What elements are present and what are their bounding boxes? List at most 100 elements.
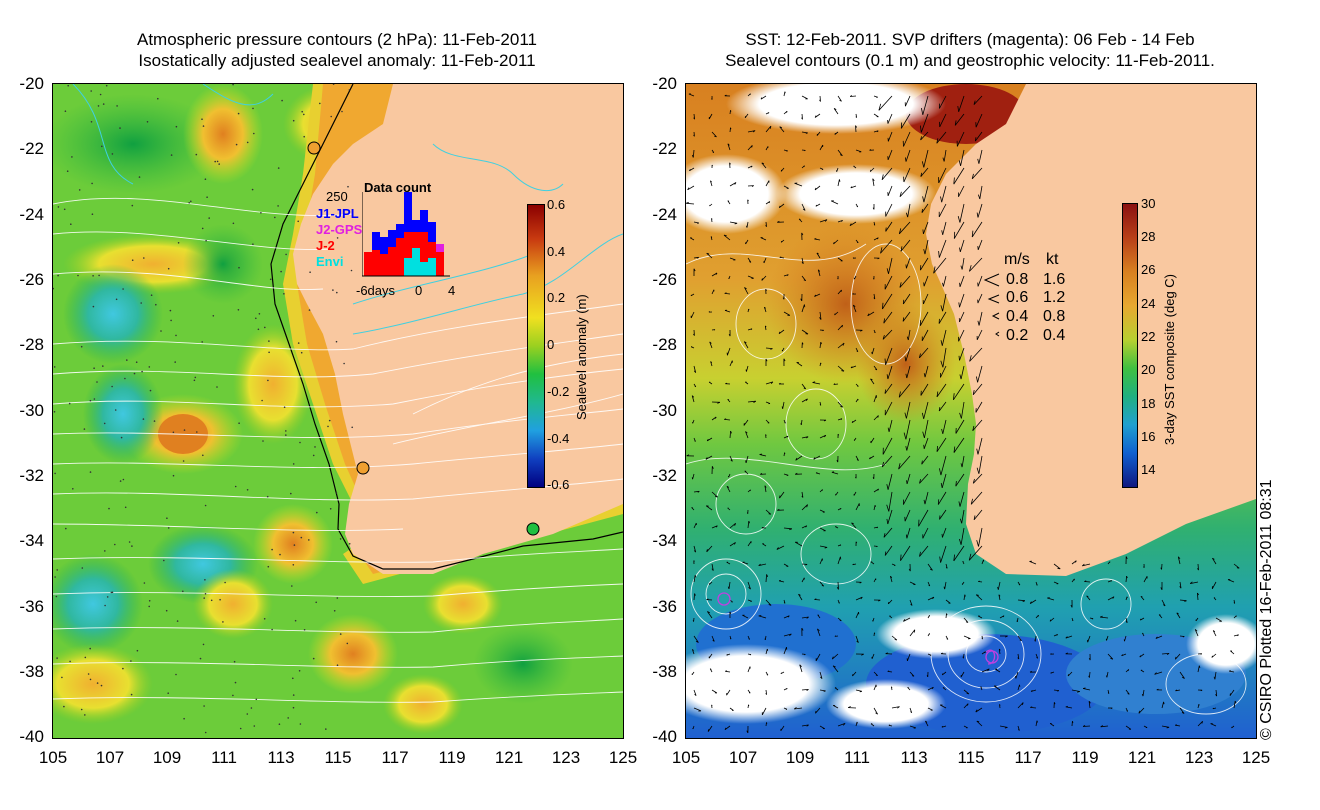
velocity-arrow	[959, 347, 965, 361]
velocity-arrow-head	[832, 665, 836, 668]
altimeter-track-dot	[131, 545, 133, 547]
velocity-arrow-head	[770, 348, 773, 350]
velocity-arrow-head	[834, 313, 836, 316]
velocity-arrow-head	[815, 710, 817, 714]
velocity-arrow	[691, 395, 695, 403]
velocity-arrow-head	[839, 544, 842, 546]
velocity-arrow-head	[1107, 692, 1110, 694]
velocity-arrow	[801, 275, 807, 281]
velocity-arrow	[1154, 671, 1163, 675]
altimeter-track-dot	[57, 206, 60, 208]
sst-cb-tick: 24	[1141, 296, 1156, 311]
altimeter-track-dot	[142, 418, 145, 420]
velocity-arrow-head	[998, 648, 1001, 651]
altimeter-track-dot	[203, 705, 205, 707]
velocity-arrow	[814, 293, 821, 297]
velocity-arrow-head	[780, 240, 783, 243]
velocity-arrow-head	[1086, 595, 1089, 598]
velocity-arrow-head	[819, 99, 821, 102]
velocity-arrow	[887, 365, 893, 380]
velocity-arrow-head	[823, 690, 826, 692]
velocity-arrow-head	[723, 234, 727, 236]
velocity-arrow	[1030, 707, 1037, 709]
altimeter-track-dot	[63, 208, 66, 211]
velocity-arrow	[801, 257, 804, 264]
velocity-arrow	[919, 347, 929, 359]
velocity-arrow	[765, 125, 772, 133]
velocity-arrow-head	[714, 135, 717, 138]
velocity-arrow	[873, 684, 877, 691]
velocity-arrow-head	[938, 251, 940, 258]
right-x-tick: 117	[1014, 748, 1042, 767]
left-y-tick: -38	[19, 662, 44, 681]
velocity-arrow-head	[849, 223, 852, 226]
velocity-arrow-head	[920, 125, 922, 133]
velocity-arrow	[832, 653, 839, 660]
velocity-arrow	[903, 131, 911, 147]
altimeter-track-dot	[149, 389, 152, 392]
velocity-arrow-head	[962, 560, 964, 563]
altimeter-track-dot	[261, 399, 263, 402]
velocity-arrow-head	[1162, 604, 1166, 607]
velocity-arrow-head	[840, 508, 842, 510]
velocity-arrow-head	[885, 652, 888, 655]
altimeter-track-dot	[293, 544, 296, 546]
velocity-arrow-head	[902, 317, 905, 322]
velocity-arrow-head	[1166, 653, 1170, 656]
velocity-arrow	[837, 324, 843, 331]
altimeter-track-dot	[84, 714, 86, 716]
velocity-arrow	[963, 703, 969, 709]
right-x-tick: 115	[957, 748, 985, 767]
altimeter-track-dot	[252, 243, 254, 245]
velocity-arrow-head	[837, 277, 839, 280]
velocity-arrow	[1176, 612, 1181, 619]
velocity-arrow-head	[726, 485, 730, 488]
velocity-arrow	[922, 95, 929, 115]
velocity-arrow	[940, 704, 947, 709]
velocity-arrow-head	[841, 324, 843, 328]
velocity-arrow	[885, 203, 893, 217]
velocity-arrow-head	[746, 225, 748, 228]
velocity-arrow	[729, 542, 736, 547]
altimeter-track-dot	[301, 110, 303, 113]
altimeter-track-dot	[165, 609, 168, 612]
right-title-line2: Sealevel contours (0.1 m) and geostrophi…	[725, 51, 1215, 70]
altimeter-track-dot	[299, 441, 301, 444]
velocity-arrow	[973, 95, 983, 105]
sst-cb-label: 3-day SST composite (deg C)	[1162, 274, 1177, 445]
velocity-arrow-head	[1070, 604, 1073, 608]
velocity-legend-kt: 1.2	[1043, 289, 1066, 306]
velocity-arrow-head	[933, 266, 936, 274]
left-y-tick: -28	[19, 335, 44, 354]
velocity-arrow	[1017, 599, 1025, 602]
velocity-arrow-head	[929, 568, 933, 571]
velocity-arrow	[870, 378, 875, 385]
velocity-arrow-head	[770, 381, 774, 384]
altimeter-track-dot	[351, 426, 354, 429]
velocity-arrow-head	[976, 212, 979, 218]
velocity-arrow-head	[921, 460, 923, 465]
velocity-arrow	[923, 221, 929, 235]
velocity-arrow-head	[1057, 567, 1061, 570]
velocity-arrow	[978, 311, 983, 326]
altimeter-track-dot	[336, 664, 339, 666]
velocity-arrow	[969, 347, 983, 362]
velocity-arrow	[724, 419, 731, 421]
left-title-line1: Atmospheric pressure contours (2 hPa): 1…	[136, 30, 537, 49]
altimeter-track-dot	[91, 182, 93, 185]
altimeter-track-dot	[216, 386, 218, 388]
velocity-arrow-head	[942, 157, 945, 162]
velocity-arrow-head	[837, 433, 840, 436]
velocity-arrow	[999, 725, 1008, 728]
altimeter-track-dot	[268, 351, 270, 354]
velocity-arrow-head	[874, 331, 876, 334]
altimeter-track-dot	[303, 135, 305, 138]
velocity-arrow-head	[818, 269, 821, 272]
velocity-arrow	[776, 545, 785, 550]
velocity-arrow	[902, 311, 911, 322]
velocity-arrow	[919, 311, 929, 326]
altimeter-track-dot	[328, 419, 331, 422]
velocity-arrow	[814, 185, 821, 191]
right-x-tick: 119	[1071, 748, 1099, 767]
velocity-arrow	[943, 149, 947, 162]
